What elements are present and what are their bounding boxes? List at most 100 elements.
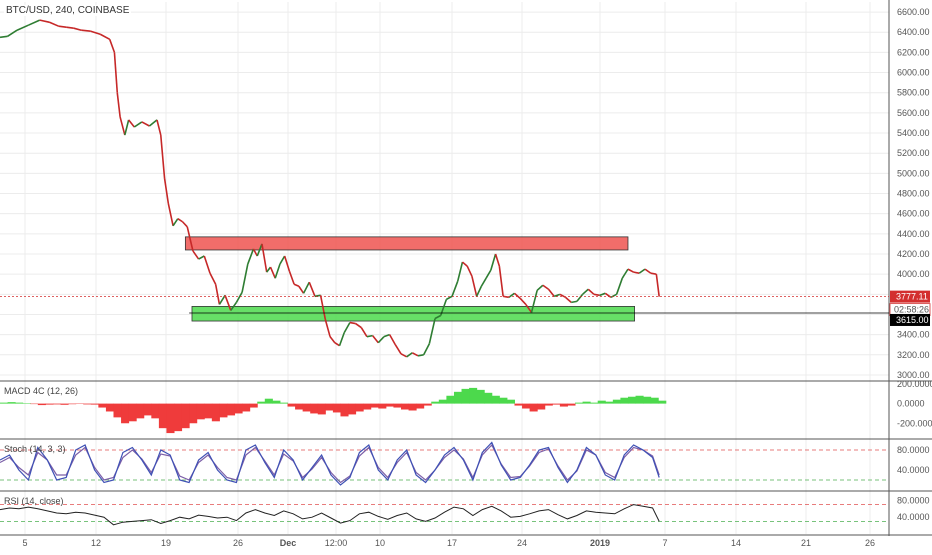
stoch-y-tick-label: 40.0000 [897, 465, 930, 475]
countdown-tag: 02:58:26 [894, 305, 929, 315]
price-segment [199, 256, 205, 259]
macd-bar [469, 388, 477, 404]
price-segment [0, 36, 8, 37]
price-segment [193, 251, 199, 259]
price-segment [74, 28, 82, 30]
macd-bar [462, 389, 470, 404]
macd-bar [499, 398, 507, 404]
price-segment [299, 286, 304, 293]
price-segment [161, 135, 165, 178]
price-segment [173, 219, 178, 226]
macd-bar [310, 404, 318, 414]
macd-bar [265, 399, 273, 404]
price-segment [330, 337, 335, 343]
macd-bar [560, 404, 568, 407]
price-segment [639, 269, 645, 273]
macd-bar [288, 404, 296, 407]
price-segment [204, 256, 210, 273]
macd-bar [61, 404, 69, 405]
macd-bar [68, 404, 76, 405]
price-segment [304, 282, 310, 293]
macd-bar [235, 404, 243, 414]
price-y-tick-label: 5200.00 [897, 148, 930, 158]
price-y-tick-label: 4000.00 [897, 269, 930, 279]
macd-bar [340, 404, 348, 417]
macd-bar [658, 401, 666, 404]
macd-bar [454, 392, 462, 404]
price-y-tick-label: 5800.00 [897, 88, 930, 98]
macd-bar [484, 393, 492, 404]
macd-bar [605, 402, 613, 404]
macd-bar [295, 404, 303, 410]
price-segment [543, 285, 549, 289]
macd-bar [416, 404, 424, 409]
macd-bar [575, 403, 583, 404]
macd-bar [598, 401, 606, 404]
macd-bar [613, 400, 621, 404]
price-y-tick-label: 3200.00 [897, 350, 930, 360]
macd-bar [552, 404, 560, 405]
macd-bar [136, 404, 144, 419]
price-segment [491, 254, 496, 270]
macd-bar [272, 401, 280, 404]
macd-bar [219, 404, 227, 418]
macd-bar [371, 404, 379, 408]
price-segment [577, 294, 583, 301]
price-segment [325, 320, 330, 337]
price-segment [315, 295, 321, 296]
price-segment [17, 25, 28, 30]
price-segment [458, 262, 463, 281]
x-tick-label: 12 [91, 538, 101, 548]
price-segment [373, 336, 379, 343]
macd-bar [303, 404, 311, 412]
macd-bar [227, 404, 235, 416]
price-segment [66, 27, 74, 28]
x-tick-label: 7 [662, 538, 667, 548]
macd-label: MACD 4C (12, 26) [4, 386, 78, 396]
price-y-tick-label: 6200.00 [897, 47, 930, 57]
macd-bar [636, 396, 644, 404]
price-y-tick-label: 3400.00 [897, 330, 930, 340]
macd-bar [204, 404, 212, 419]
macd-bar [507, 400, 515, 404]
macd-bar [166, 404, 174, 433]
macd-bar [15, 403, 23, 404]
macd-bar [212, 404, 220, 422]
price-segment [395, 345, 401, 354]
price-segment [462, 262, 467, 266]
price-segment [210, 273, 216, 284]
stoch-d-line [0, 445, 659, 483]
price-y-tick-label: 5400.00 [897, 128, 930, 138]
macd-bar [91, 404, 99, 405]
macd-bar [401, 404, 409, 410]
price-segment [149, 120, 157, 126]
price-segment [583, 289, 589, 294]
price-y-tick-label: 6000.00 [897, 68, 930, 78]
macd-bar [83, 404, 91, 405]
x-tick-label: 14 [731, 538, 741, 548]
level-tag: 3615.00 [896, 315, 929, 325]
price-y-tick-label: 4200.00 [897, 249, 930, 259]
macd-bar [151, 404, 159, 419]
macd-bar [545, 404, 553, 406]
price-segment [499, 266, 503, 296]
price-segment [142, 122, 150, 126]
price-segment [49, 22, 58, 26]
price-segment [656, 274, 659, 296]
x-tick-label: 26 [865, 538, 875, 548]
macd-bar [439, 400, 447, 404]
macd-bar [189, 404, 197, 424]
price-segment [110, 39, 115, 52]
macd-y-tick-label: -200.0000 [897, 418, 932, 428]
macd-bar [590, 403, 598, 404]
macd-bar [333, 404, 341, 413]
macd-bar [492, 396, 500, 404]
x-tick-label: 12:00 [325, 538, 348, 548]
price-segment [285, 256, 290, 271]
macd-bar [567, 404, 575, 406]
resistance-zone [185, 237, 628, 250]
macd-bar [522, 404, 530, 409]
price-y-tick-label: 4800.00 [897, 189, 930, 199]
price-segment [537, 285, 543, 290]
macd-bar [38, 404, 46, 405]
